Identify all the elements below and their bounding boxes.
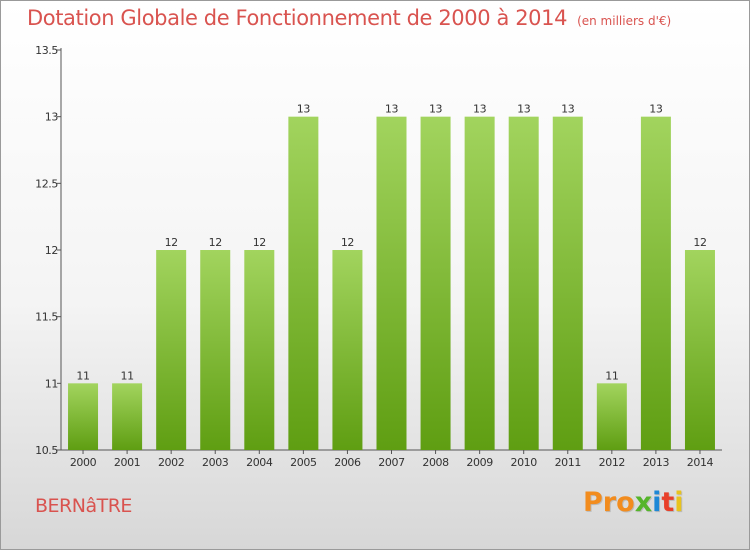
data-label: 11 <box>120 369 133 382</box>
bar <box>464 116 495 451</box>
data-label: 11 <box>605 369 618 382</box>
bar <box>112 383 143 450</box>
logo-letter: x <box>634 487 653 518</box>
data-label: 11 <box>76 369 89 382</box>
x-tick-label: 2013 <box>643 456 670 469</box>
bar <box>420 116 451 451</box>
x-tick-label: 2003 <box>202 456 229 469</box>
data-label: 12 <box>693 236 706 249</box>
x-tick-label: 2001 <box>114 456 140 469</box>
y-tick-label: 12.5 <box>35 177 58 190</box>
bar <box>200 250 231 450</box>
y-tick-label: 10.5 <box>35 444 58 457</box>
logo-letter: i <box>674 487 684 518</box>
x-tick-label: 2012 <box>599 456 625 469</box>
data-label: 13 <box>473 103 487 116</box>
logo-letter: t <box>661 487 675 518</box>
commune-name: BERNâTRE <box>35 495 132 517</box>
logo-letter: P <box>583 487 603 518</box>
logo-letter: r <box>602 487 617 518</box>
x-tick-label: 2004 <box>246 456 273 469</box>
data-label: 13 <box>297 103 311 116</box>
bar <box>156 250 187 450</box>
chart-subtitle: (en milliers d'€) <box>577 14 672 28</box>
y-tick-label: 13 <box>45 111 59 124</box>
y-tick-label: 11.5 <box>35 311 58 324</box>
data-label: 12 <box>165 236 178 249</box>
x-tick-label: 2007 <box>378 456 405 469</box>
x-tick-label: 2008 <box>422 456 449 469</box>
bar <box>552 116 583 451</box>
data-label: 13 <box>649 103 663 116</box>
data-label: 12 <box>253 236 266 249</box>
bar <box>288 116 319 451</box>
x-tick-label: 2009 <box>466 456 493 469</box>
data-label: 12 <box>341 236 354 249</box>
x-tick-label: 2014 <box>687 456 714 469</box>
x-tick-label: 2010 <box>510 456 537 469</box>
bar <box>376 116 407 451</box>
bar <box>332 250 363 450</box>
data-label: 13 <box>517 103 531 116</box>
bar <box>244 250 275 450</box>
bar <box>684 250 715 450</box>
y-tick-label: 13.5 <box>35 44 58 57</box>
data-label: 13 <box>561 103 575 116</box>
data-label: 13 <box>385 103 399 116</box>
x-tick-label: 2000 <box>70 456 97 469</box>
bar <box>640 116 671 451</box>
x-tick-label: 2005 <box>290 456 317 469</box>
data-label: 12 <box>209 236 222 249</box>
x-tick-label: 2006 <box>334 456 361 469</box>
logo-letter: i <box>652 487 662 518</box>
y-tick-label: 12 <box>45 244 58 257</box>
logo-letter: o <box>616 487 635 518</box>
chart-title-text: Dotation Globale de Fonctionnement de 20… <box>27 6 568 30</box>
bar <box>68 383 99 450</box>
bar <box>508 116 539 451</box>
data-label: 13 <box>429 103 443 116</box>
x-tick-label: 2002 <box>158 456 184 469</box>
bar <box>596 383 627 450</box>
chart-title: Dotation Globale de Fonctionnement de 20… <box>27 6 671 30</box>
y-tick-label: 11 <box>45 377 58 390</box>
proxiti-logo: Proxiti <box>583 487 693 527</box>
x-tick-label: 2011 <box>555 456 581 469</box>
